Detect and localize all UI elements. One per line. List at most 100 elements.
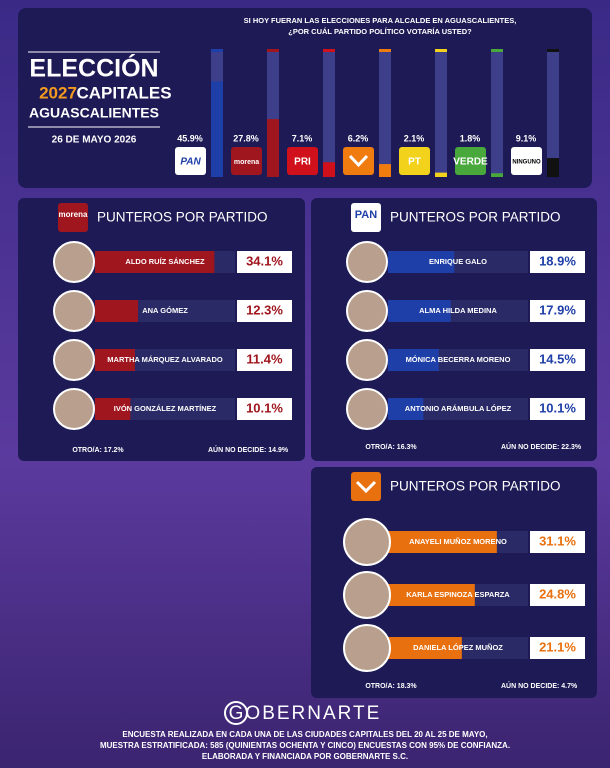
value-label: 17.9% (539, 302, 576, 317)
bar (95, 300, 139, 322)
year: 2027 (39, 83, 77, 102)
party-logo (455, 147, 486, 175)
photo (53, 290, 95, 332)
bar (388, 251, 455, 273)
panel-logo-text: morena (59, 210, 88, 219)
photo (346, 241, 388, 283)
photo (343, 571, 391, 619)
value-label: 11.4% (246, 351, 283, 366)
party-logo (511, 147, 542, 175)
value-label: 10.1% (246, 400, 283, 415)
photo (53, 339, 95, 381)
panel-logo-text: PAN (355, 209, 377, 221)
bar (267, 119, 279, 177)
candidate-name: MARTHA MÁRQUEZ ALVARADO (107, 355, 223, 364)
bar-track (379, 52, 391, 177)
bar (95, 398, 131, 420)
candidate-name: ANTONIO ARÁMBULA LÓPEZ (405, 404, 512, 413)
question: SI HOY FUERAN LAS ELECCIONES PARA ALCALD… (244, 16, 517, 25)
note: AÚN NO DECIDE: 4.7% (501, 681, 578, 690)
value-label: 34.1% (246, 253, 283, 268)
bar (379, 164, 391, 177)
bar (95, 251, 215, 273)
bar (211, 81, 223, 177)
party-name: PRI (294, 157, 311, 168)
panel-logo (58, 203, 88, 232)
place: AGUASCALIENTES (29, 105, 159, 121)
bar (388, 637, 462, 659)
footer-line: ENCUESTA REALIZADA EN CADA UNA DE LAS CI… (122, 730, 487, 739)
bar-cap (323, 49, 335, 52)
party-logo (175, 147, 206, 175)
candidate-name: DANIELA LÓPEZ MUÑOZ (413, 643, 503, 652)
value-label: 14.5% (539, 351, 576, 366)
bar-cap (211, 49, 223, 52)
panel-title: PUNTEROS POR PARTIDO (97, 210, 268, 225)
panel-logo (351, 203, 381, 232)
value-label: 18.9% (539, 253, 576, 268)
party-name: NINGUNO (512, 160, 541, 166)
question: ¿POR CUÁL PARTIDO POLÍTICO VOTARÍA USTED… (288, 27, 472, 36)
party-name: PAN (180, 157, 201, 168)
value-box (237, 251, 292, 273)
bar-track (491, 52, 503, 177)
panel-logo (351, 472, 381, 501)
footer-line: MUESTRA ESTRATIFICADA: 585 (QUINIENTAS O… (100, 741, 510, 750)
note: OTRO/A: 18.3% (365, 683, 417, 690)
value-label: 9.1% (516, 133, 537, 143)
bar (388, 300, 451, 322)
panel-title: PUNTEROS POR PARTIDO (390, 479, 561, 494)
brand-icon (224, 701, 248, 725)
party-logo (287, 147, 318, 175)
footer-line: ELABORADA Y FINANCIADA POR GOBERNARTE S.… (202, 752, 408, 761)
candidate-name: ALMA HILDA MEDINA (419, 306, 497, 315)
photo (343, 624, 391, 672)
panel-logo-icon (355, 480, 377, 494)
photo (346, 290, 388, 332)
bar (388, 349, 439, 371)
candidate-name: ANA GÓMEZ (142, 306, 188, 315)
value-label: 10.1% (539, 400, 576, 415)
candidate-name: IVÓN GONZÁLEZ MARTÍNEZ (114, 404, 217, 413)
note: AÚN NO DECIDE: 14.9% (208, 445, 289, 454)
value-box (530, 300, 585, 322)
party-logo (343, 147, 374, 175)
value-label: 6.2% (348, 133, 369, 143)
bar (323, 162, 335, 177)
party-logo (231, 147, 262, 175)
party-name: VERDE (453, 157, 488, 168)
bar (435, 172, 447, 177)
party-name: morena (234, 159, 259, 166)
title: ELECCIÓN (29, 53, 158, 83)
value-box (530, 584, 585, 606)
party-logo (399, 147, 430, 175)
panel-title: PUNTEROS POR PARTIDO (390, 210, 561, 225)
value-label: 7.1% (292, 133, 313, 143)
value-label: 2.1% (404, 133, 425, 143)
bar-cap (435, 49, 447, 52)
bar-track (435, 52, 447, 177)
candidate-name: MÓNICA BECERRA MORENO (406, 355, 511, 364)
value-box (530, 637, 585, 659)
bar (547, 158, 559, 177)
bar (491, 173, 503, 177)
note: AÚN NO DECIDE: 22.3% (501, 442, 582, 451)
candidate-name: ALDO RUÍZ SÁNCHEZ (125, 257, 205, 266)
bar (388, 398, 424, 420)
value-box (237, 398, 292, 420)
bar-cap (379, 49, 391, 52)
bar (388, 531, 497, 553)
date: 26 DE MAYO 2026 (52, 135, 137, 146)
bar (95, 349, 135, 371)
value-box (237, 300, 292, 322)
value-label: 24.8% (539, 586, 576, 601)
bar (388, 584, 475, 606)
bar-cap (491, 49, 503, 52)
note: OTRO/A: 16.3% (365, 444, 417, 451)
brand: GOBERNARTE (229, 703, 382, 724)
value-box (530, 398, 585, 420)
party-icon (348, 154, 369, 168)
value-box (530, 531, 585, 553)
value-label: 21.1% (539, 639, 576, 654)
bar-track (547, 52, 559, 177)
